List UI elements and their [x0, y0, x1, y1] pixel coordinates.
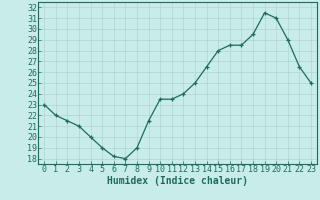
X-axis label: Humidex (Indice chaleur): Humidex (Indice chaleur): [107, 176, 248, 186]
